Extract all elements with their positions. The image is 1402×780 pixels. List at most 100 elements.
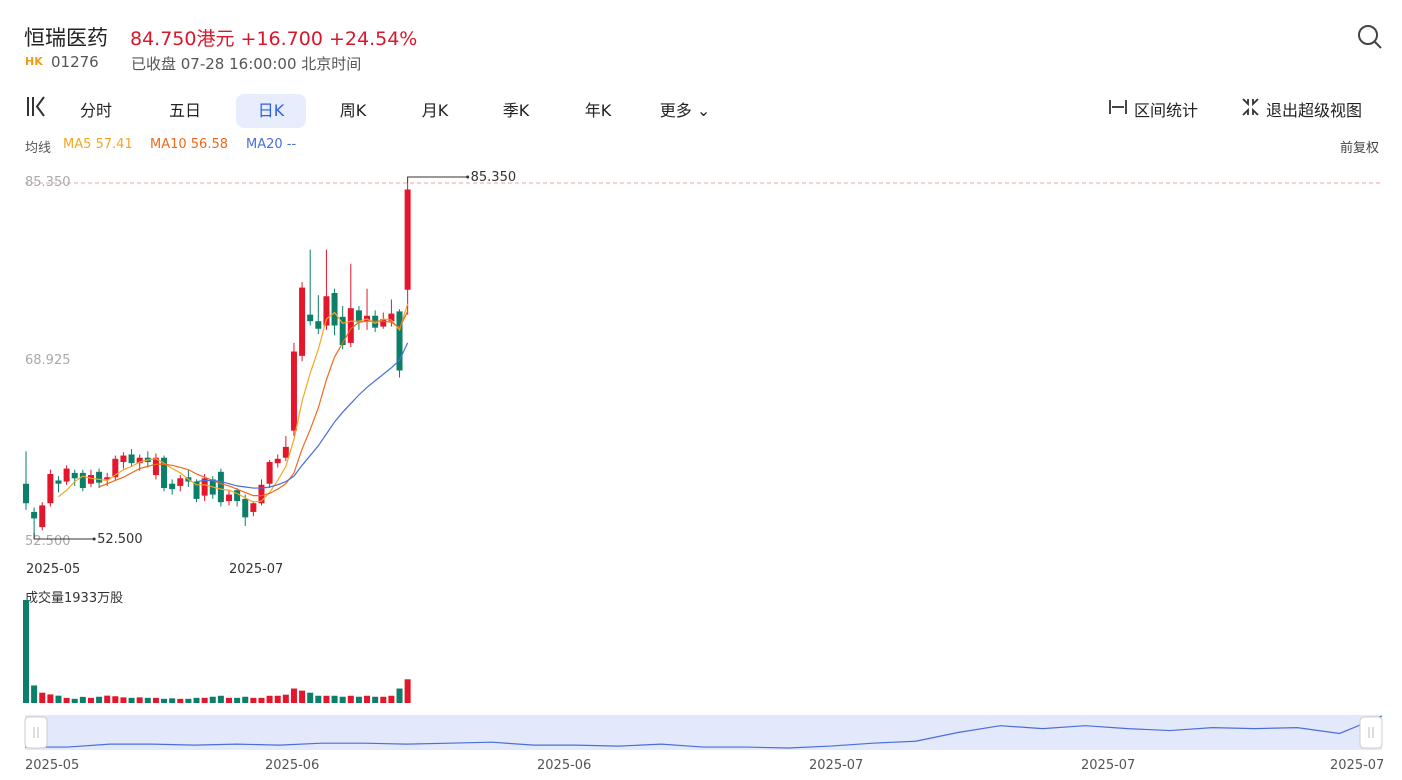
candle-body <box>299 287 306 356</box>
max-label: 85.350 <box>471 170 517 185</box>
ma-line <box>58 303 409 503</box>
stock-code: 01276 <box>51 53 99 71</box>
volume-bar <box>331 695 338 703</box>
volume-bar <box>372 696 379 703</box>
candle-body <box>112 458 119 478</box>
exit-icon[interactable] <box>1242 98 1259 116</box>
search-icon[interactable] <box>1358 25 1382 49</box>
range-icon[interactable] <box>1109 100 1127 114</box>
navigator-label: 2025-07 <box>1330 758 1384 773</box>
tab[interactable]: 年K <box>584 101 612 120</box>
volume-bar <box>339 696 346 703</box>
volume-bar <box>193 697 200 703</box>
tab[interactable]: 更多 ⌄ <box>659 101 711 120</box>
candle-body <box>347 308 354 343</box>
exit-super-view[interactable]: 退出超级视图 <box>1266 101 1363 120</box>
stock-name: 恒瑞医药 <box>24 26 108 50</box>
candle-body <box>87 475 94 484</box>
candle-body <box>274 458 281 464</box>
volume-bar <box>347 695 354 703</box>
volume-bar <box>226 697 232 703</box>
candle-body <box>234 490 241 502</box>
volume-bar <box>290 688 297 703</box>
volume-bar <box>31 685 38 703</box>
volume-bar <box>201 697 208 703</box>
volume-bar <box>177 698 184 703</box>
volume-bar <box>136 697 143 703</box>
navigator-label: 2025-07 <box>1081 758 1135 773</box>
min-label: 52.500 <box>97 532 142 547</box>
volume-bar <box>47 694 54 703</box>
ma-legend: MA10 56.58 <box>150 137 228 152</box>
range-stats[interactable]: 区间统计 <box>1134 101 1199 120</box>
candle-body <box>339 316 346 346</box>
candle-body <box>380 319 387 327</box>
tab[interactable]: 分时 <box>79 101 112 120</box>
navigator-label: 2025-05 <box>25 758 79 773</box>
candle-body <box>250 503 257 512</box>
volume-bar <box>266 695 273 703</box>
candle-body <box>331 292 338 326</box>
volume-bar <box>23 600 29 703</box>
candle-body <box>128 454 135 464</box>
status: 已收盘 07-28 16:00:00 北京时间 <box>131 55 362 73</box>
candle-body <box>161 457 168 489</box>
tab[interactable]: 日K <box>236 94 306 128</box>
candle-body <box>315 321 322 329</box>
min-marker-dot <box>92 537 96 541</box>
max-marker <box>407 176 468 183</box>
volume-bar <box>96 696 103 703</box>
volume-bar <box>209 696 216 703</box>
volume-bar <box>71 698 78 703</box>
navigator-handle[interactable] <box>24 716 48 749</box>
volume-bar <box>234 697 241 703</box>
volume-bar <box>63 697 70 703</box>
collapse-icon[interactable] <box>27 96 45 117</box>
navigator-label: 2025-06 <box>537 758 591 773</box>
ma-line <box>196 342 409 489</box>
volume-bar <box>55 695 62 703</box>
candle-body <box>396 311 403 371</box>
tab[interactable]: 月K <box>421 101 449 120</box>
volume-bar <box>307 692 314 703</box>
volume-bar <box>274 695 281 703</box>
handle <box>24 716 48 749</box>
tab[interactable]: 五日 <box>168 101 201 120</box>
volume-bar <box>161 698 168 703</box>
navigator-handle[interactable] <box>1359 716 1383 749</box>
candle-body <box>169 483 176 490</box>
volume-bar <box>250 697 257 703</box>
candle-body <box>104 477 111 480</box>
candle-body <box>55 480 62 484</box>
candle-body <box>282 446 289 458</box>
tab[interactable]: 周K <box>339 101 367 120</box>
volume-bar <box>364 695 371 703</box>
price-value: 84.750港元 <box>130 28 235 50</box>
volume-title: 成交量1933万股 <box>25 590 123 606</box>
candle-body <box>177 478 184 486</box>
volume-bar <box>242 696 249 703</box>
candle-body <box>23 483 29 504</box>
tab[interactable]: 季K <box>502 101 530 120</box>
ma-legend: MA5 57.41 <box>63 137 133 152</box>
volume-bar <box>315 695 322 703</box>
volume-bar <box>185 698 192 703</box>
candle-body <box>323 296 330 326</box>
x-tick-label: 2025-07 <box>229 562 283 577</box>
adjust-mode[interactable]: 前复权 <box>1340 141 1380 156</box>
volume-bar <box>299 690 306 703</box>
navigator-label: 2025-06 <box>265 758 319 773</box>
candle-body <box>71 472 78 479</box>
volume-bar <box>104 695 111 703</box>
volume-bar <box>169 698 176 703</box>
navigator-line <box>25 715 1383 749</box>
candle-body <box>217 471 224 503</box>
y-tick-label: 52.500 <box>25 534 71 549</box>
volume-bar <box>39 692 46 703</box>
volume-bar <box>87 697 94 703</box>
candle-body <box>79 472 86 489</box>
change-pct: +24.54% <box>328 28 418 50</box>
min-marker <box>33 533 95 540</box>
